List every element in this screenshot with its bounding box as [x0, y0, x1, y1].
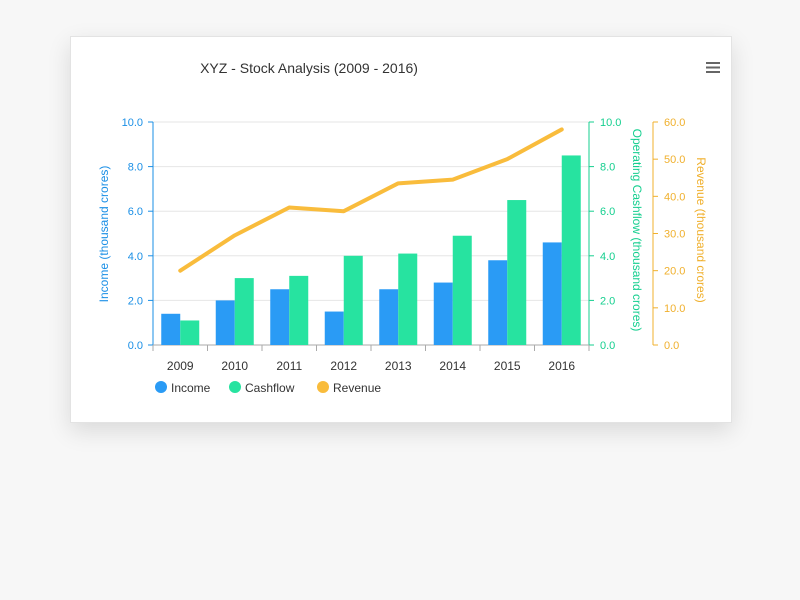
legend-item-revenue[interactable]: Revenue [317, 381, 381, 395]
cashflow-axis-tick-label: 0.0 [600, 340, 615, 352]
legend-label: Income [171, 381, 211, 395]
cashflow-axis-tick-label: 4.0 [600, 251, 615, 263]
income-bar[interactable] [324, 311, 344, 345]
cashflow-legend-marker [229, 381, 241, 393]
income-axis-tick-label: 8.0 [128, 162, 143, 174]
income-axis-tick-label: 6.0 [128, 206, 143, 218]
revenue-axis-label: Revenue (thousand crores) [694, 157, 708, 302]
income-bar[interactable] [161, 313, 181, 345]
income-bar[interactable] [270, 289, 290, 345]
legend-label: Revenue [333, 381, 381, 395]
income-axis-tick-label: 2.0 [128, 295, 143, 307]
cashflow-bar[interactable] [398, 253, 418, 345]
chart-card [70, 36, 732, 423]
axes: 0.0 2.0 4.0 6.0 8.0 10.0 Income (thousand cror… [97, 117, 708, 373]
legend: Income Cashflow Revenue [155, 381, 381, 395]
hamburger-menu-icon[interactable] [702, 57, 724, 77]
income-axis-tick-label: 0.0 [128, 340, 143, 352]
income-bar[interactable] [542, 242, 562, 345]
cashflow-bar[interactable] [289, 275, 309, 345]
revenue-axis-tick-label: 40.0 [664, 191, 685, 203]
revenue-axis-tick-label: 10.0 [664, 303, 685, 315]
revenue-point[interactable] [448, 175, 458, 185]
revenue-line[interactable] [178, 127, 564, 273]
chart-title: XYZ - Stock Analysis (2009 - 2016) [200, 60, 418, 76]
x-axis-tick-label: 2012 [330, 359, 357, 373]
cashflow-bar[interactable] [234, 278, 254, 345]
income-bar[interactable] [433, 282, 453, 345]
legend-label: Cashflow [245, 381, 295, 395]
income-axis-tick-label: 4.0 [128, 251, 143, 263]
income-bar[interactable] [215, 300, 235, 345]
cashflow-axis-label: Operating Cashflow (thousand crores) [630, 129, 644, 332]
revenue-axis-tick-label: 20.0 [664, 266, 685, 278]
cashflow-axis-tick-label: 10.0 [600, 117, 621, 129]
cashflow-axis-tick-label: 8.0 [600, 162, 615, 174]
revenue-axis-tick-label: 50.0 [664, 154, 685, 166]
revenue-legend-marker [317, 381, 329, 393]
income-axis-tick-label: 10.0 [122, 117, 143, 129]
cashflow-bar[interactable] [561, 155, 581, 345]
revenue-point[interactable] [339, 206, 349, 216]
revenue-axis-tick-label: 0.0 [664, 340, 679, 352]
x-axis-tick-label: 2015 [494, 359, 521, 373]
x-axis-tick-label: 2014 [439, 359, 466, 373]
revenue-point[interactable] [502, 154, 512, 164]
x-axis-tick-label: 2010 [221, 359, 248, 373]
cashflow-bar[interactable] [343, 255, 363, 345]
cashflow-axis-tick-label: 2.0 [600, 295, 615, 307]
bar-series [161, 155, 581, 345]
income-axis-label: Income (thousand crores) [97, 166, 111, 303]
income-bar[interactable] [488, 260, 508, 345]
x-axis-tick-label: 2009 [167, 359, 194, 373]
income-legend-marker [155, 381, 167, 393]
cashflow-bar[interactable] [180, 320, 200, 345]
x-axis-tick-label: 2013 [385, 359, 412, 373]
income-bar[interactable] [379, 289, 399, 345]
revenue-point[interactable] [557, 124, 567, 134]
legend-item-income[interactable]: Income [155, 381, 211, 395]
revenue-point[interactable] [393, 178, 403, 188]
revenue-axis-tick-label: 30.0 [664, 229, 685, 241]
revenue-point[interactable] [230, 230, 240, 240]
x-axis-tick-label: 2016 [548, 359, 575, 373]
cashflow-bar[interactable] [507, 200, 527, 345]
revenue-point[interactable] [284, 202, 294, 212]
legend-item-cashflow[interactable]: Cashflow [229, 381, 295, 395]
x-axis-tick-label: 2011 [276, 359, 302, 373]
cashflow-bar[interactable] [452, 235, 472, 345]
cashflow-axis-tick-label: 6.0 [600, 206, 615, 218]
revenue-point[interactable] [175, 266, 185, 276]
revenue-axis-tick-label: 60.0 [664, 117, 685, 129]
line-series [175, 124, 567, 276]
